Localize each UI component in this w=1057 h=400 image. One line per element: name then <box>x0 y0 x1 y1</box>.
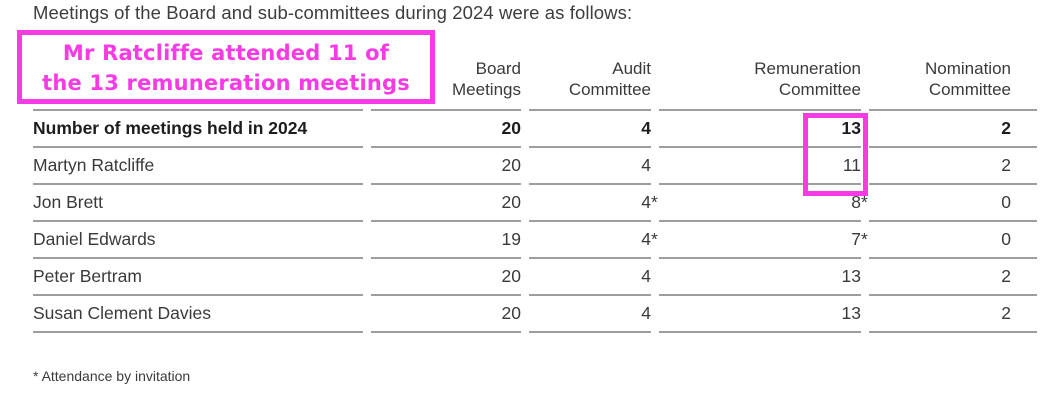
cell-nomination: 2 <box>869 259 1037 296</box>
cell-board: 20 <box>371 148 521 185</box>
cell-remuneration: 13 <box>659 259 861 296</box>
row-label: Martyn Ratcliffe <box>33 148 363 185</box>
cell-nomination: 2 <box>869 148 1037 185</box>
row-label: Susan Clement Davies <box>33 296 363 333</box>
intro-text: Meetings of the Board and sub-committees… <box>33 2 633 23</box>
cell-remuneration: 8* <box>659 185 868 222</box>
cell-remuneration: 13 <box>659 111 861 148</box>
cell-nomination: 2 <box>869 111 1037 148</box>
annotation-highlight-rectangle <box>803 113 868 196</box>
annotation-line-2: the 13 remuneration meetings <box>42 71 410 95</box>
cell-audit: 4 <box>529 259 651 296</box>
table-row-jon-brett: Jon Brett 20 4* 8* 0 <box>33 185 1037 222</box>
annotation-callout: Mr Ratcliffe attended 11 of the 13 remun… <box>17 30 435 104</box>
cell-audit: 4 <box>529 296 651 333</box>
table-row-martyn-ratcliffe: Martyn Ratcliffe 20 4 11 2 <box>33 148 1037 185</box>
cell-nomination: 2 <box>869 296 1037 333</box>
column-header-remuneration-committee: Remuneration Committee <box>659 58 861 111</box>
table-header-row: Board Meetings Audit Committee Remunerat… <box>33 58 1037 111</box>
cell-remuneration: 13 <box>659 296 861 333</box>
column-header-nomination-committee: Nomination Committee <box>869 58 1037 111</box>
cell-audit: 4* <box>529 222 658 259</box>
cell-remuneration: 11 <box>659 148 861 185</box>
cell-board: 20 <box>371 111 521 148</box>
row-label: Peter Bertram <box>33 259 363 296</box>
cell-board: 20 <box>371 296 521 333</box>
row-label: Number of meetings held in 2024 <box>33 111 363 148</box>
table-row-meetings-held: Number of meetings held in 2024 20 4 13 … <box>33 111 1037 148</box>
footnote-attendance-by-invitation: * Attendance by invitation <box>33 368 191 384</box>
column-header-audit-committee: Audit Committee <box>529 58 651 111</box>
table-row-susan-clement-davies: Susan Clement Davies 20 4 13 2 <box>33 296 1037 333</box>
cell-audit: 4 <box>529 111 651 148</box>
cell-board: 19 <box>371 222 521 259</box>
table-row-peter-bertram: Peter Bertram 20 4 13 2 <box>33 259 1037 296</box>
row-label: Jon Brett <box>33 185 363 222</box>
cell-nomination: 0 <box>869 222 1037 259</box>
column-header-empty <box>33 58 363 111</box>
cell-audit: 4* <box>529 185 658 222</box>
attendance-table: Board Meetings Audit Committee Remunerat… <box>25 58 1045 333</box>
cell-remuneration: 7* <box>659 222 868 259</box>
cell-audit: 4 <box>529 148 651 185</box>
column-header-board-meetings: Board Meetings <box>371 58 521 111</box>
annotation-line-1: Mr Ratcliffe attended 11 of <box>62 41 390 65</box>
cell-nomination: 0 <box>869 185 1037 222</box>
cell-board: 20 <box>371 259 521 296</box>
cell-board: 20 <box>371 185 521 222</box>
row-label: Daniel Edwards <box>33 222 363 259</box>
table-row-daniel-edwards: Daniel Edwards 19 4* 7* 0 <box>33 222 1037 259</box>
